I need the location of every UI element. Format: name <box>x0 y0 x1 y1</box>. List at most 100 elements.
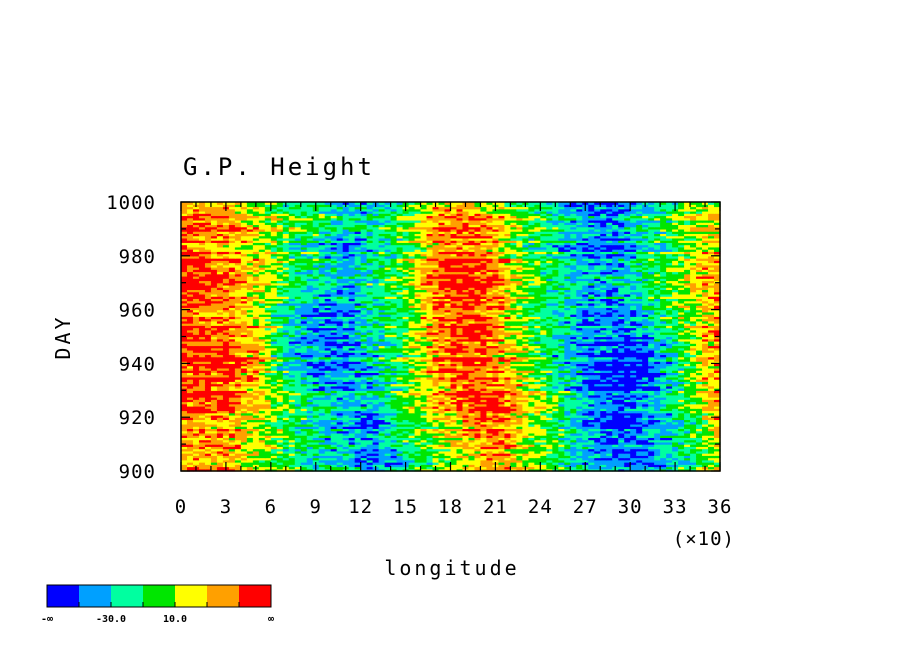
heatmap-cell <box>192 349 200 353</box>
heatmap-cell <box>378 367 386 371</box>
heatmap-cell <box>612 363 619 367</box>
heatmap-cell <box>624 417 631 421</box>
heatmap-cell <box>270 363 278 367</box>
heatmap-cell <box>312 370 320 373</box>
heatmap-cell <box>246 419 254 423</box>
heatmap-cell <box>648 390 655 394</box>
heatmap-cell <box>444 385 452 389</box>
heatmap-cell <box>492 361 500 364</box>
heatmap-cell <box>468 372 476 376</box>
heatmap-cell <box>198 417 206 421</box>
heatmap-cell <box>630 403 637 407</box>
heatmap-cell <box>516 435 523 438</box>
heatmap-cell <box>234 372 242 376</box>
heatmap-cell <box>648 453 655 456</box>
heatmap-cell <box>594 383 601 387</box>
heatmap-cell <box>624 403 631 407</box>
heatmap-cell <box>702 421 709 425</box>
heatmap-cell <box>330 441 338 445</box>
heatmap-cell <box>576 428 583 432</box>
heatmap-cell <box>372 403 380 407</box>
heatmap-cell <box>348 444 356 447</box>
heatmap-cell <box>396 363 404 367</box>
heatmap-cell <box>360 403 368 407</box>
heatmap-cell <box>546 372 553 376</box>
heatmap-cell <box>528 435 535 438</box>
heatmap-cell <box>390 441 398 445</box>
heatmap-cell <box>282 356 290 360</box>
heatmap-cell <box>642 453 649 456</box>
heatmap-cell <box>468 444 476 447</box>
heatmap-cell <box>210 441 218 445</box>
heatmap-cell <box>666 408 673 412</box>
heatmap-cell <box>498 379 505 382</box>
heatmap-cell <box>528 363 535 367</box>
heatmap-cell <box>306 365 314 369</box>
heatmap-cell <box>204 356 212 360</box>
heatmap-cell <box>312 435 320 438</box>
heatmap-cell <box>378 385 386 389</box>
heatmap-cell <box>492 392 500 396</box>
heatmap-cell <box>324 457 332 461</box>
heatmap-cell <box>276 399 284 403</box>
heatmap-cell <box>420 385 428 389</box>
heatmap-cell <box>552 356 559 360</box>
heatmap-cell <box>600 462 607 465</box>
heatmap-cell <box>270 405 278 409</box>
heatmap-cell <box>396 426 404 430</box>
heatmap-cell <box>252 401 260 405</box>
heatmap-cell <box>312 448 320 452</box>
heatmap-cell <box>360 468 368 472</box>
heatmap-cell <box>204 388 212 391</box>
heatmap-cell <box>246 356 254 360</box>
heatmap-cell <box>642 464 649 468</box>
heatmap-cell <box>462 388 470 391</box>
heatmap-cell <box>492 372 500 376</box>
heatmap-cell <box>234 347 242 351</box>
heatmap-cell <box>642 417 649 421</box>
heatmap-cell <box>582 381 589 385</box>
heatmap-cell <box>630 428 637 432</box>
heatmap-cell <box>498 381 505 385</box>
heatmap-cell <box>612 376 619 380</box>
heatmap-cell <box>546 390 553 394</box>
heatmap-cell <box>300 419 308 423</box>
heatmap-cell <box>294 455 302 459</box>
heatmap-cell <box>510 401 517 405</box>
heatmap-cell <box>660 446 667 450</box>
heatmap-cell <box>576 397 583 400</box>
heatmap-cell <box>588 464 595 468</box>
heatmap-cell <box>696 405 703 409</box>
heatmap-cell <box>438 352 446 356</box>
heatmap-cell <box>546 354 553 358</box>
heatmap-cell <box>288 352 296 356</box>
heatmap-cell <box>228 450 236 454</box>
heatmap-cell <box>672 432 679 436</box>
heatmap-cell <box>528 376 535 380</box>
heatmap-cell <box>498 394 505 398</box>
heatmap-cell <box>468 426 476 430</box>
heatmap-cell <box>606 381 613 385</box>
heatmap-cell <box>216 437 224 441</box>
heatmap-cell <box>282 388 290 391</box>
heatmap-cell <box>264 444 272 447</box>
heatmap-cell <box>540 432 547 436</box>
heatmap-cell <box>438 358 446 362</box>
heatmap-cell <box>456 383 464 387</box>
heatmap-cell <box>426 403 434 407</box>
heatmap-cell <box>444 379 452 382</box>
heatmap-cell <box>486 435 494 438</box>
heatmap-cell <box>390 363 398 367</box>
heatmap-cell <box>294 349 302 353</box>
heatmap-cell <box>636 374 643 378</box>
heatmap-cell <box>558 412 565 416</box>
heatmap-cell <box>282 345 290 349</box>
heatmap-cell <box>246 432 254 436</box>
heatmap-cell <box>624 412 631 416</box>
heatmap-cell <box>672 381 679 385</box>
heatmap-cell <box>564 388 571 391</box>
heatmap-cell <box>330 365 338 369</box>
heatmap-cell <box>276 363 284 367</box>
heatmap-cell <box>306 388 314 391</box>
heatmap-cell <box>348 379 356 382</box>
